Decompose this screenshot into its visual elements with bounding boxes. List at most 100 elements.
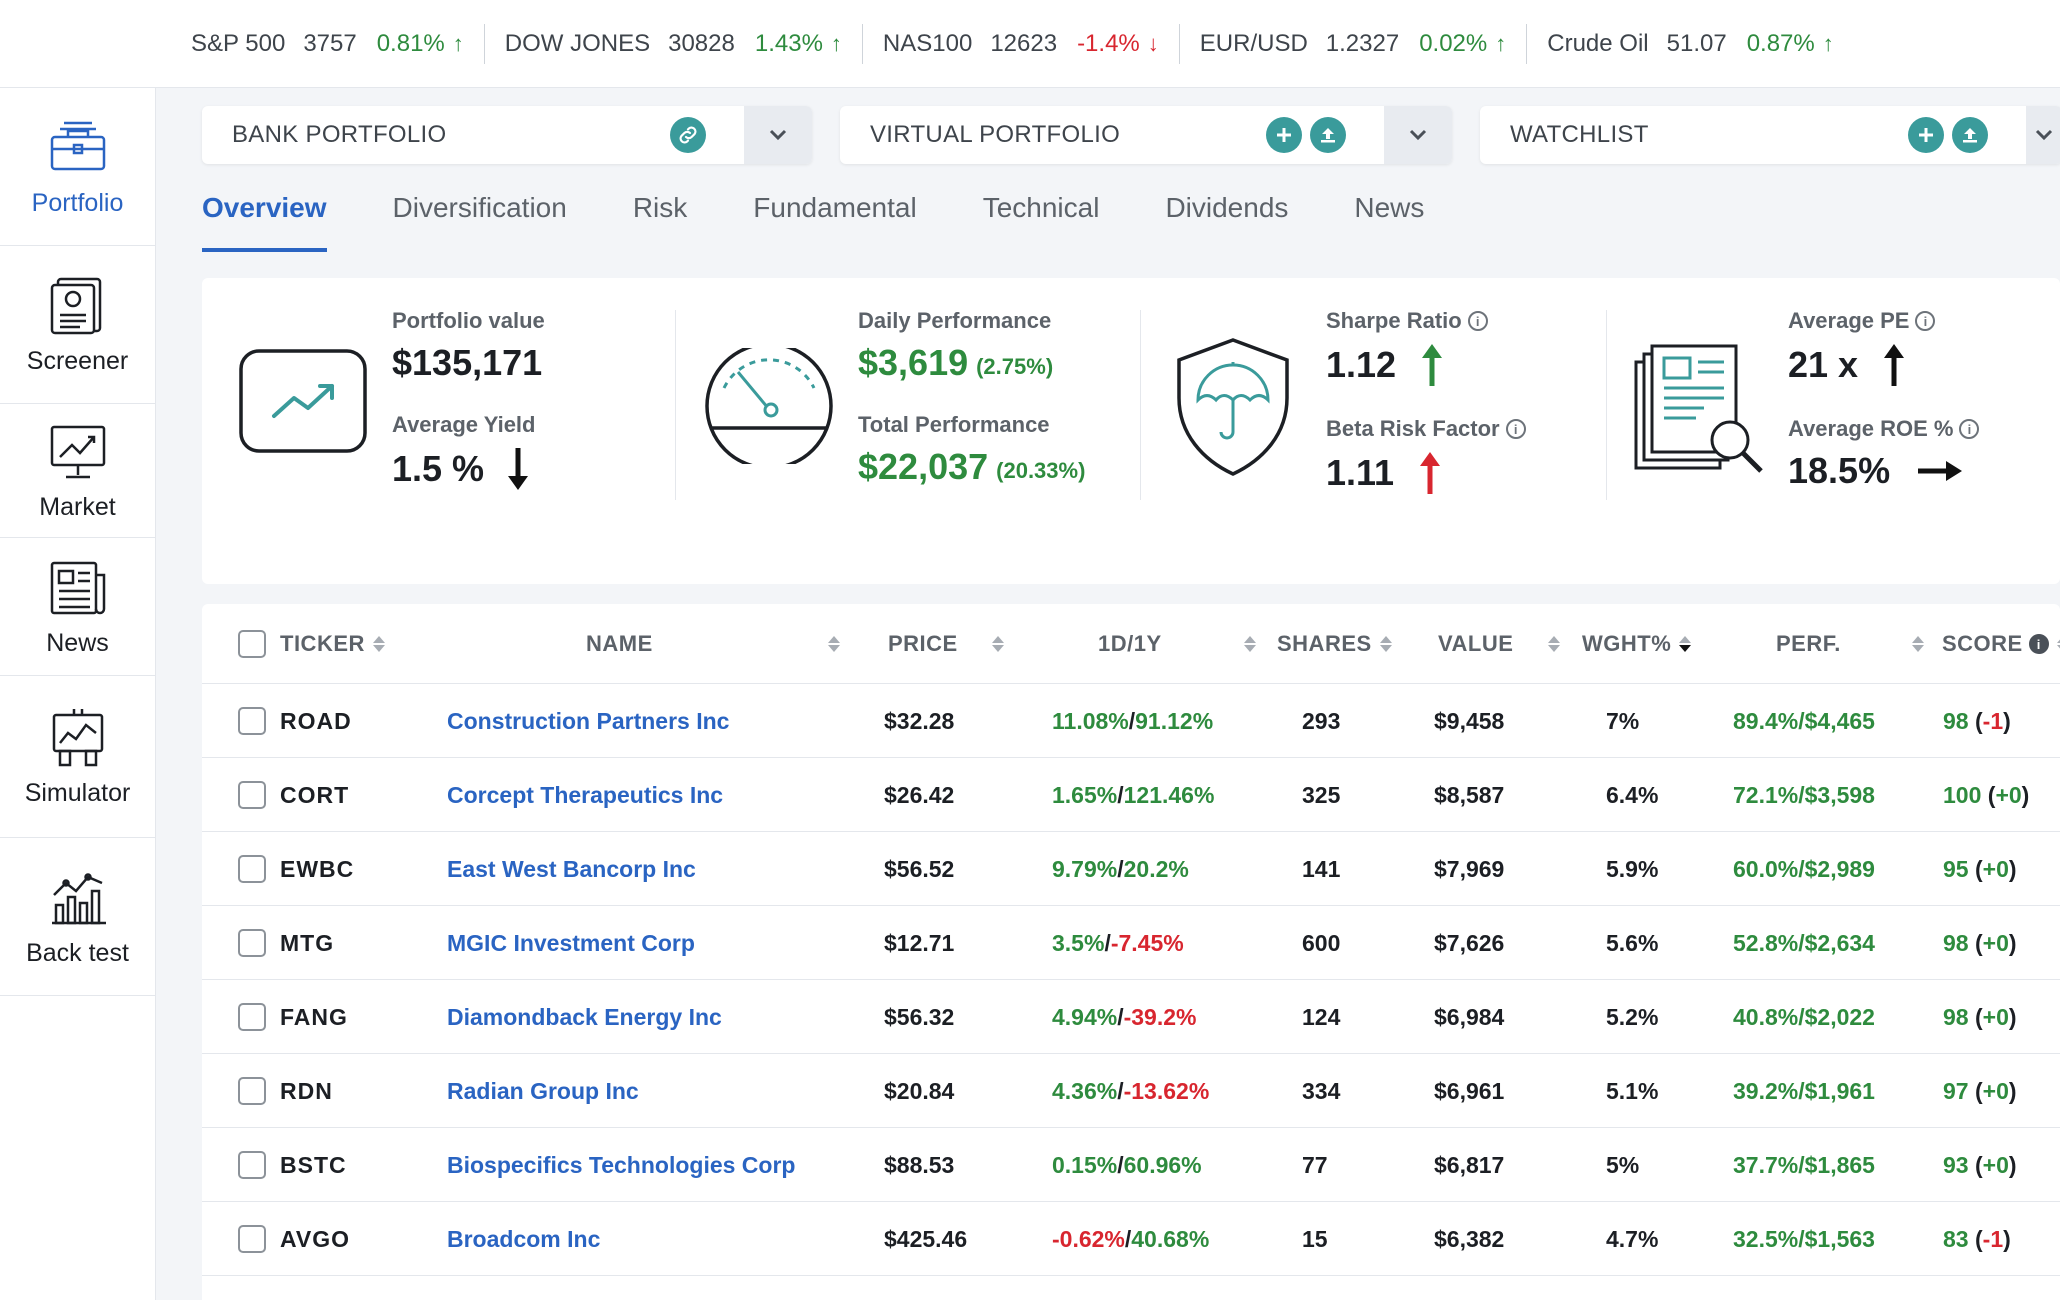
sort-value[interactable] [1540, 604, 1560, 684]
score-delta: -1 [1982, 707, 2004, 734]
weight-cell: 5.9% [1606, 855, 1659, 882]
ticker-dow-jones[interactable]: DOW JONES 30828 1.43% ↑ [483, 23, 862, 64]
score-delta: +0 [1982, 1003, 2009, 1030]
info-icon[interactable]: i [1915, 311, 1936, 331]
column-value[interactable]: VALUE [1438, 604, 1513, 684]
sidebar: Portfolio Screener Market News [0, 88, 156, 1300]
table-row[interactable]: ROAD Construction Partners Inc $32.28 11.08… [202, 684, 2060, 758]
select-all-checkbox[interactable] [238, 604, 266, 684]
company-name-link[interactable]: Construction Partners Inc [447, 707, 730, 734]
sidebar-item-market[interactable]: Market [0, 404, 155, 538]
company-name-link[interactable]: Corcept Therapeutics Inc [447, 781, 724, 808]
value-cell: $9,458 [1434, 707, 1505, 734]
change-cell: 0.15%/60.96% [1052, 1128, 1202, 1202]
tab-diversification[interactable]: Diversification [392, 192, 567, 223]
sort-perf[interactable] [1904, 604, 1924, 684]
row-checkbox[interactable] [238, 980, 266, 1054]
column-weight[interactable]: WGHT% [1582, 604, 1692, 684]
column-1d-1y[interactable]: 1D/1Y [1098, 604, 1162, 684]
row-checkbox[interactable] [238, 1054, 266, 1128]
company-name-link[interactable]: Diamondback Energy Inc [447, 1003, 722, 1030]
perf-cell: 72.1%/$3,598 [1733, 781, 1875, 808]
company-name-link[interactable]: Biospecifics Technologies Corp [447, 1151, 796, 1178]
link-icon[interactable] [670, 117, 706, 153]
shield-umbrella-icon [1177, 338, 1289, 476]
row-checkbox[interactable] [238, 832, 266, 906]
score-paren: ( [1968, 929, 1983, 956]
tab-dividends[interactable]: Dividends [1165, 192, 1289, 223]
table-row[interactable]: AVGO Broadcom Inc $425.46 -0.62%/40.68% 15 $6… [202, 1202, 2060, 1276]
watchlist-dropdown[interactable] [2026, 106, 2060, 164]
score-paren: ( [1981, 781, 1996, 808]
ticker-eur-usd[interactable]: EUR/USD 1.2327 0.02% ↑ [1178, 23, 1526, 64]
virtual-portfolio-dropdown[interactable] [1384, 106, 1452, 164]
company-name-link[interactable]: MGIC Investment Corp [447, 929, 695, 956]
bank-portfolio-dropdown[interactable] [744, 106, 812, 164]
info-icon[interactable]: i [1467, 311, 1488, 331]
ticker-cell: BSTC [280, 1151, 347, 1178]
sort-1d-1y[interactable] [1236, 604, 1256, 684]
column-price[interactable]: PRICE [888, 604, 958, 684]
simulator-icon [52, 709, 103, 767]
info-icon[interactable]: i [1959, 419, 1980, 439]
table-row[interactable]: FANG Diamondback Energy Inc $56.32 4.94% / -3… [202, 980, 2060, 1054]
tab-news[interactable]: News [1354, 192, 1425, 223]
divider [1140, 310, 1141, 500]
daily-performance-value: $3,619 [858, 342, 969, 383]
change-1d: 9.79% [1052, 855, 1118, 882]
sidebar-item-portfolio[interactable]: Portfolio [0, 88, 155, 246]
change-1y: 60.96% [1123, 1151, 1202, 1178]
column-label: SHARES [1277, 631, 1372, 656]
ticker-crude-oil[interactable]: Crude Oil 51.07 0.87% ↑ [1526, 23, 1854, 64]
portfolio-selectors: BANK PORTFOLIO VIRTUAL PORTFOLIO [202, 106, 2060, 164]
virtual-portfolio-select[interactable]: VIRTUAL PORTFOLIO [840, 106, 1452, 164]
sidebar-item-label: Screener [26, 347, 129, 375]
upload-icon[interactable] [1952, 117, 1988, 153]
row-checkbox[interactable] [238, 1202, 266, 1276]
ticker-sp500[interactable]: S&P 500 3757 0.81% ↑ [191, 24, 484, 64]
perf-cell: 39.2%/$1,961 [1733, 1077, 1875, 1104]
arrow-up-icon: ↑ [830, 30, 842, 56]
shares-cell: 600 [1302, 929, 1341, 956]
sidebar-item-backtest[interactable]: Back test [0, 838, 155, 996]
table-row[interactable]: EWBC East West Bancorp Inc $56.52 9.79%/20.… [202, 832, 2060, 906]
column-shares[interactable]: SHARES [1277, 604, 1392, 684]
row-checkbox[interactable] [238, 1128, 266, 1202]
score-value: 95 [1943, 855, 1969, 882]
tab-fundamental[interactable]: Fundamental [753, 192, 917, 223]
watchlist-select[interactable]: WATCHLIST [1480, 106, 2060, 164]
row-checkbox[interactable] [238, 684, 266, 758]
upload-icon[interactable] [1310, 117, 1346, 153]
bank-portfolio-select[interactable]: BANK PORTFOLIO [202, 106, 812, 164]
ticker-cell: AVGO [280, 1225, 351, 1252]
company-name-link[interactable]: Broadcom Inc [447, 1225, 601, 1252]
add-icon[interactable] [1266, 117, 1302, 153]
column-perf[interactable]: PERF. [1776, 604, 1841, 684]
sidebar-item-news[interactable]: News [0, 538, 155, 676]
sidebar-item-screener[interactable]: Screener [0, 246, 155, 404]
sort-name[interactable] [820, 604, 840, 684]
company-name-link[interactable]: East West Bancorp Inc [447, 855, 696, 882]
table-row[interactable]: MTG MGIC Investment Corp $12.71 3.5% / -7.45%… [202, 906, 2060, 980]
score-paren: ) [2008, 855, 2017, 882]
score-cell: 98 (+0) [1943, 980, 2017, 1054]
company-name-link[interactable]: Radian Group Inc [447, 1077, 639, 1104]
ticker-nas100[interactable]: NAS100 12623 -1.4% ↓ [861, 23, 1179, 64]
table-row[interactable]: RDN Radian Group Inc $20.84 4.36% / -13.62% 33… [202, 1054, 2060, 1128]
column-name[interactable]: NAME [586, 604, 653, 684]
tab-technical[interactable]: Technical [982, 192, 1100, 223]
table-row[interactable]: BSTC Biospecifics Technologies Corp $88.53… [202, 1128, 2060, 1202]
column-ticker[interactable]: TICKER [280, 604, 385, 684]
add-icon[interactable] [1908, 117, 1944, 153]
row-checkbox[interactable] [238, 906, 266, 980]
tab-risk[interactable]: Risk [632, 192, 688, 223]
sidebar-item-simulator[interactable]: Simulator [0, 676, 155, 838]
info-icon[interactable]: i [2028, 634, 2049, 654]
value-cell: $7,626 [1434, 929, 1505, 956]
sort-price[interactable] [984, 604, 1004, 684]
row-checkbox[interactable] [238, 758, 266, 832]
column-score[interactable]: SCORE i [1942, 604, 2060, 684]
tab-overview[interactable]: Overview [202, 190, 327, 252]
table-row[interactable]: CORT Corcept Therapeutics Inc $26.42 1.65% /… [202, 758, 2060, 832]
info-icon[interactable]: i [1505, 419, 1526, 439]
